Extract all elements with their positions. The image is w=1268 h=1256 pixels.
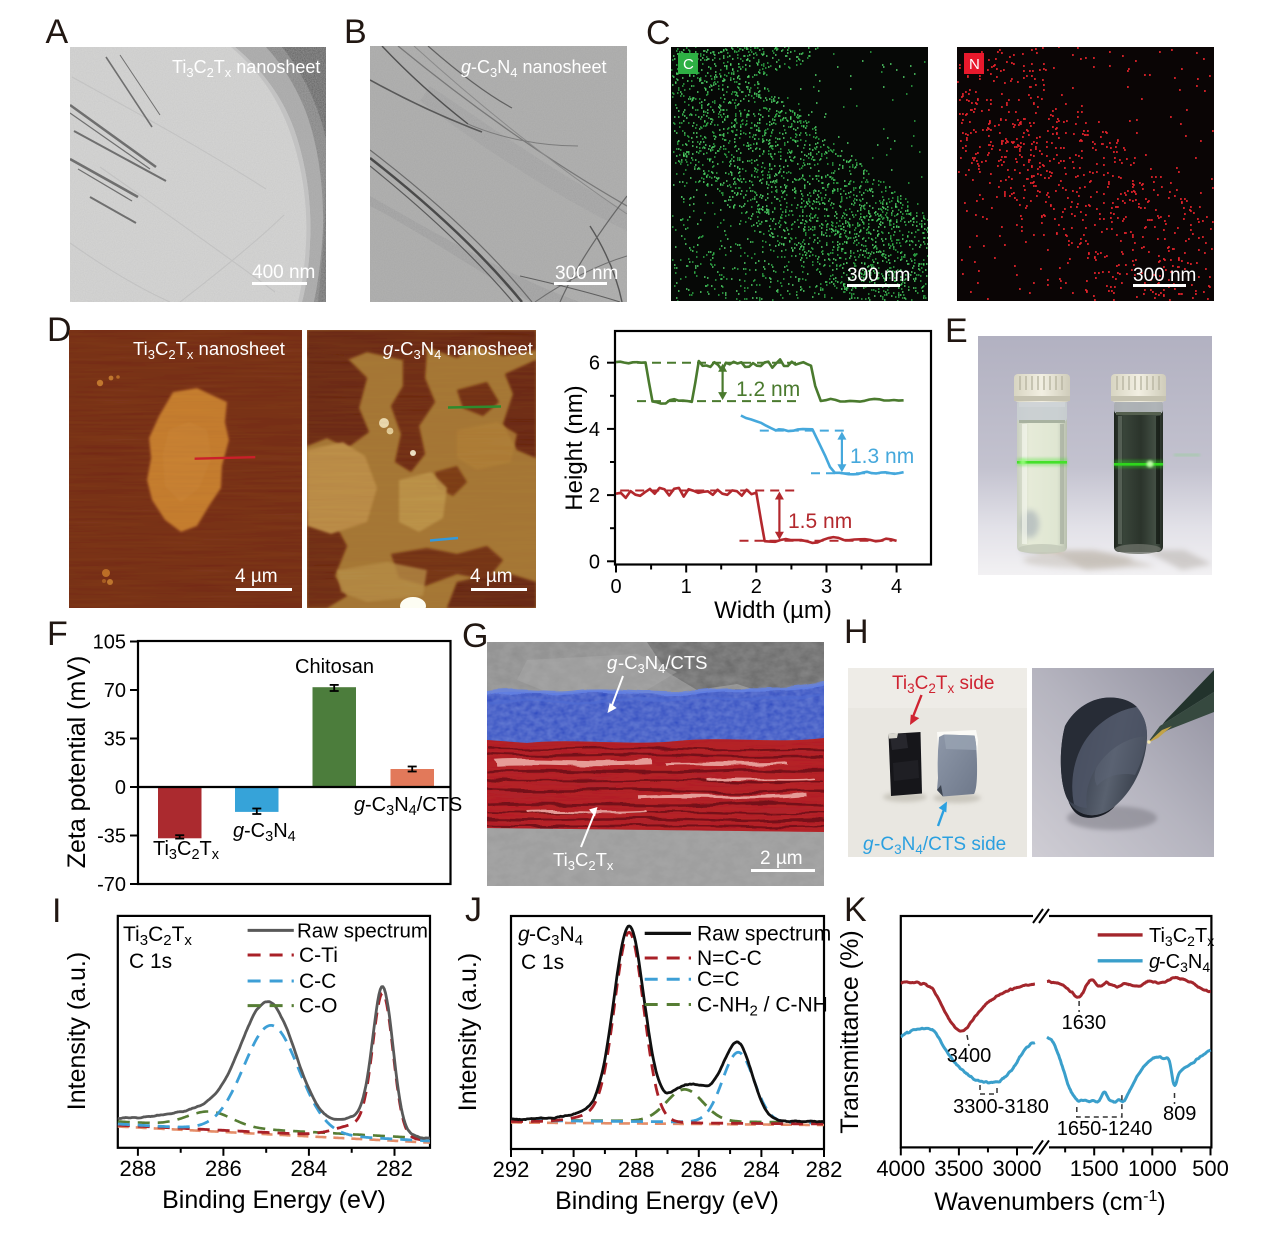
svg-text:C-O: C-O <box>299 995 338 1018</box>
svg-text:400 nm: 400 nm <box>252 262 315 283</box>
svg-text:0: 0 <box>115 777 126 799</box>
svg-text:1000: 1000 <box>1128 1156 1177 1181</box>
svg-text:Ti3C2Tx: Ti3C2Tx <box>153 838 220 863</box>
svg-text:284: 284 <box>743 1157 780 1182</box>
svg-text:Chitosan: Chitosan <box>295 656 374 678</box>
svg-text:C 1s: C 1s <box>129 950 172 973</box>
svg-text:6: 6 <box>589 353 600 375</box>
svg-text:N=C-C: N=C-C <box>697 947 762 970</box>
svg-text:0: 0 <box>610 576 621 598</box>
svg-text:C-C: C-C <box>299 970 336 993</box>
svg-text:3300-3180: 3300-3180 <box>953 1096 1049 1118</box>
svg-text:4 µm: 4 µm <box>235 566 278 587</box>
svg-text:C: C <box>683 56 694 73</box>
svg-text:4000: 4000 <box>876 1156 925 1181</box>
svg-text:1: 1 <box>681 576 692 598</box>
svg-text:2 µm: 2 µm <box>760 848 803 869</box>
svg-text:300 nm: 300 nm <box>1133 265 1196 286</box>
svg-text:282: 282 <box>806 1157 843 1182</box>
svg-text:288: 288 <box>618 1157 655 1182</box>
svg-text:g: g <box>461 57 471 77</box>
svg-text:2: 2 <box>589 485 600 507</box>
svg-text:Wavenumbers (cm-1): Wavenumbers (cm-1) <box>934 1188 1165 1216</box>
svg-text:3400: 3400 <box>947 1045 992 1067</box>
svg-text:-C3N4 nanosheet: -C3N4 nanosheet <box>394 338 533 362</box>
svg-text:Binding Energy (eV): Binding Energy (eV) <box>555 1187 779 1215</box>
svg-text:C-Ti: C-Ti <box>299 944 338 967</box>
svg-text:0: 0 <box>589 551 600 573</box>
svg-text:4 µm: 4 µm <box>470 566 513 587</box>
svg-text:286: 286 <box>680 1157 717 1182</box>
svg-text:3500: 3500 <box>934 1156 983 1181</box>
svg-text:4: 4 <box>891 576 902 598</box>
svg-text:4: 4 <box>589 419 600 441</box>
svg-text:Ti3C2Tx side: Ti3C2Tx side <box>892 673 994 696</box>
svg-text:Raw spectrum: Raw spectrum <box>297 920 428 943</box>
svg-text:Ti3C2Tx nanosheet: Ti3C2Tx nanosheet <box>133 338 285 362</box>
svg-text:284: 284 <box>291 1156 328 1181</box>
svg-text:-C3N4 nanosheet: -C3N4 nanosheet <box>471 57 607 80</box>
svg-text:1630: 1630 <box>1062 1012 1107 1034</box>
svg-text:Intensity (a.u.): Intensity (a.u.) <box>63 952 91 1110</box>
svg-text:35: 35 <box>104 729 126 751</box>
svg-text:C 1s: C 1s <box>521 951 564 974</box>
svg-text:g: g <box>1149 951 1160 973</box>
svg-text:Ti3C2Tx: Ti3C2Tx <box>1149 925 1214 949</box>
svg-text:Transmittance (%): Transmittance (%) <box>836 930 864 1133</box>
svg-text:-C3N4: -C3N4 <box>1159 951 1210 975</box>
svg-text:Ti3C2Tx: Ti3C2Tx <box>553 849 614 873</box>
svg-text:-70: -70 <box>97 874 126 896</box>
svg-text:105: 105 <box>93 632 126 654</box>
svg-text:N: N <box>969 56 980 73</box>
svg-text:C-NH2 / C-NH: C-NH2 / C-NH <box>697 994 828 1020</box>
svg-text:1500: 1500 <box>1070 1156 1119 1181</box>
svg-text:g: g <box>354 794 365 816</box>
svg-text:1650-1240: 1650-1240 <box>1057 1118 1153 1140</box>
svg-text:70: 70 <box>104 680 126 702</box>
svg-text:500: 500 <box>1192 1156 1229 1181</box>
svg-text:290: 290 <box>555 1157 592 1182</box>
svg-text:-C3N4/CTS: -C3N4/CTS <box>365 794 462 819</box>
svg-text:Intensity (a.u.): Intensity (a.u.) <box>455 953 482 1111</box>
svg-text:3: 3 <box>821 576 832 598</box>
svg-text:g: g <box>383 338 394 359</box>
svg-text:300 nm: 300 nm <box>555 263 618 284</box>
svg-text:2: 2 <box>751 576 762 598</box>
svg-text:-C3N4/CTS: -C3N4/CTS <box>618 652 708 676</box>
svg-text:292: 292 <box>493 1157 530 1182</box>
svg-text:Height (nm): Height (nm) <box>561 385 588 510</box>
svg-text:g: g <box>607 652 618 673</box>
svg-text:Raw spectrum: Raw spectrum <box>697 923 831 946</box>
svg-text:3000: 3000 <box>993 1156 1042 1181</box>
svg-text:Width (µm): Width (µm) <box>714 597 832 624</box>
svg-text:g: g <box>233 820 244 842</box>
svg-text:g: g <box>518 923 530 946</box>
svg-text:286: 286 <box>205 1156 242 1181</box>
svg-text:-C3N4: -C3N4 <box>244 820 296 845</box>
svg-text:C=C: C=C <box>697 968 740 991</box>
svg-text:288: 288 <box>120 1156 157 1181</box>
svg-text:Ti3C2Tx nanosheet: Ti3C2Tx nanosheet <box>172 57 320 80</box>
svg-text:Zeta potential (mV): Zeta potential (mV) <box>63 656 91 869</box>
svg-text:g: g <box>863 834 874 855</box>
svg-text:-C3N4/CTS side: -C3N4/CTS side <box>874 834 1006 857</box>
svg-text:300 nm: 300 nm <box>847 265 910 286</box>
svg-text:-C3N4: -C3N4 <box>529 923 583 949</box>
svg-text:Ti3C2Tx: Ti3C2Tx <box>123 923 192 949</box>
svg-text:1.3 nm: 1.3 nm <box>850 445 914 468</box>
svg-text:282: 282 <box>376 1156 413 1181</box>
svg-text:1.2 nm: 1.2 nm <box>736 378 800 401</box>
svg-text:-35: -35 <box>97 826 126 848</box>
svg-text:809: 809 <box>1163 1103 1196 1125</box>
svg-text:1.5 nm: 1.5 nm <box>788 510 852 533</box>
svg-text:Binding Energy (eV): Binding Energy (eV) <box>162 1186 386 1214</box>
